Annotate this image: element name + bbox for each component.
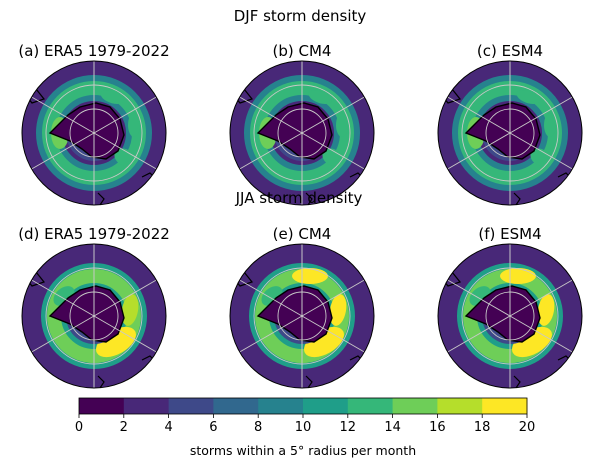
new-zealand-coastline [305, 192, 313, 205]
longitude-gridline [509, 96, 573, 134]
polar-map-5 [438, 244, 582, 388]
longitude-gridline [447, 132, 511, 170]
colorbar-segment [347, 398, 394, 414]
new-zealand-coastline [97, 192, 105, 205]
polar-map-1 [230, 61, 374, 205]
longitude-gridline [509, 132, 573, 170]
antarctica-coastline [256, 102, 333, 160]
longitude-gridline [31, 96, 95, 134]
storm-density-max [329, 294, 347, 326]
panel-title-d: (d) ERA5 1979-2022 [18, 225, 170, 243]
longitude-gridline [93, 96, 157, 134]
polar-map-4 [230, 244, 374, 388]
map-frame [21, 243, 167, 389]
longitude-gridline [301, 96, 365, 134]
panel-title-e: (e) CM4 [272, 225, 332, 243]
longitude-gridline [301, 279, 365, 317]
storm-density-max [500, 268, 536, 284]
antarctica-coastline [48, 285, 125, 343]
longitude-gridline [239, 132, 303, 170]
antarctica-coastline [48, 102, 125, 160]
new-zealand-coastline [513, 192, 521, 205]
colorbar-segment [168, 398, 214, 414]
storm-density-patch [100, 90, 124, 104]
colorbar-segment [213, 398, 259, 414]
longitude-gridline [447, 279, 511, 317]
longitude-gridline [447, 96, 511, 134]
longitude-gridline [301, 315, 365, 353]
antarctica-coastline [256, 285, 333, 343]
new-zealand-coastline [305, 375, 313, 388]
longitude-gridline [93, 279, 157, 317]
panel-title-a: (a) ERA5 1979-2022 [18, 42, 170, 60]
storm-density-patch [308, 90, 332, 104]
colorbar-segment [123, 398, 170, 414]
panel-title-c: (c) ESM4 [476, 42, 544, 60]
longitude-gridline [301, 132, 365, 170]
colorbar-tick-label: 14 [384, 420, 401, 435]
polar-map-3 [22, 244, 166, 388]
colorbar-segment [79, 398, 125, 414]
panel-title-f: (f) ESM4 [478, 225, 542, 243]
longitude-gridline [239, 279, 303, 317]
storm-density-max [292, 268, 328, 284]
colorbar-segment [258, 398, 304, 414]
longitude-gridline [509, 279, 573, 317]
longitude-gridline [31, 315, 95, 353]
colorbar-tick-label: 16 [429, 420, 446, 435]
new-zealand-coastline [97, 375, 105, 388]
map-frame [437, 60, 583, 206]
longitude-gridline [447, 315, 511, 353]
storm-density-patch [336, 113, 348, 137]
map-frame [229, 243, 375, 389]
colorbar-tick-label: 6 [209, 420, 218, 435]
longitude-gridline [93, 132, 157, 170]
storm-density-patch [544, 113, 556, 137]
storm-density-patch [516, 90, 540, 104]
panel-title-b: (b) CM4 [272, 42, 332, 60]
colorbar-segment [303, 398, 349, 414]
colorbar-tick-label: 12 [339, 420, 357, 435]
longitude-gridline [239, 315, 303, 353]
row-title-djf: DJF storm density [233, 7, 367, 25]
longitude-gridline [31, 132, 95, 170]
map-frame [21, 60, 167, 206]
colorbar-tick-label: 8 [254, 420, 263, 435]
colorbar-tick-label: 20 [518, 420, 536, 435]
polar-map-2 [438, 61, 582, 205]
colorbar-tick-label: 4 [164, 420, 173, 435]
colorbar-tick-label: 10 [294, 420, 312, 435]
longitude-gridline [239, 96, 303, 134]
new-zealand-coastline [513, 375, 521, 388]
colorbar-segment [482, 398, 528, 414]
longitude-gridline [93, 315, 157, 353]
row-title-jja: JJA storm density [235, 189, 363, 207]
colorbar-tick-label: 0 [74, 420, 84, 435]
map-frame [229, 60, 375, 206]
colorbar-label: storms within a 5° radius per month [189, 443, 417, 458]
storm-density-patch [128, 113, 140, 137]
storm-density-max [121, 294, 139, 326]
polar-map-0 [22, 61, 166, 205]
colorbar-segment [437, 398, 483, 414]
antarctica-coastline [464, 102, 541, 160]
antarctica-coastline [464, 285, 541, 343]
colorbar-tick-label: 2 [119, 420, 128, 435]
storm-density-max [537, 294, 555, 326]
longitude-gridline [31, 279, 95, 317]
colorbar-tick-label: 18 [473, 420, 491, 435]
colorbar-segment [392, 398, 438, 414]
longitude-gridline [509, 315, 573, 353]
map-frame [437, 243, 583, 389]
